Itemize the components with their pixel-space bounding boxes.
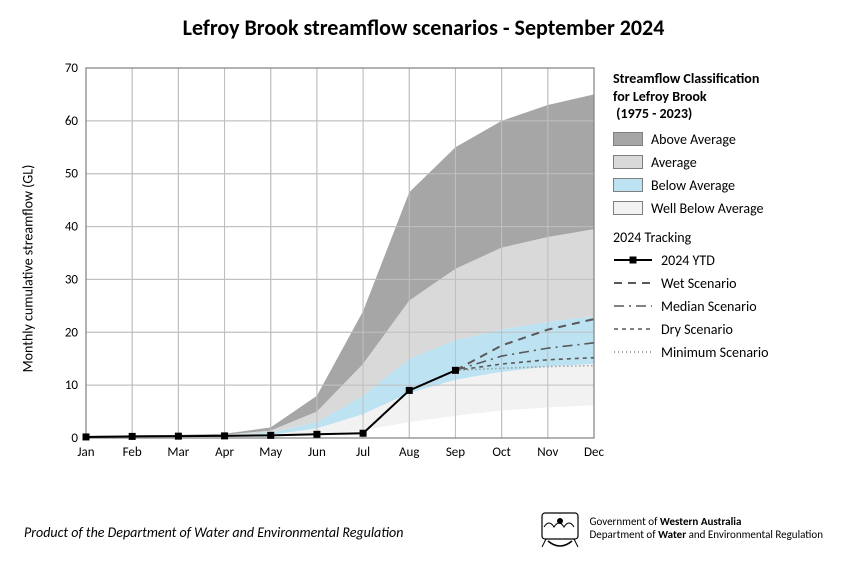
legend-label: 2024 YTD [661, 252, 715, 269]
svg-text:Jul: Jul [356, 445, 370, 460]
svg-text:Sep: Sep [446, 445, 465, 460]
svg-text:Nov: Nov [537, 445, 558, 460]
svg-text:10: 10 [65, 378, 79, 393]
legend-title-line2: for Lefroy Brook [613, 88, 707, 105]
legend-tracking-ytd_2024: 2024 YTD [613, 252, 823, 269]
legend-band-list: Above Average Average Below Average Well Be… [613, 131, 823, 217]
legend-label: Median Scenario [661, 298, 757, 315]
svg-text:70: 70 [65, 61, 79, 76]
legend-item-average: Average [613, 154, 823, 171]
legend-label: Below Average [651, 177, 735, 194]
svg-text:Mar: Mar [167, 445, 189, 460]
government-line2: Department of Water and Environmental Re… [590, 529, 823, 542]
svg-text:Apr: Apr [215, 445, 234, 460]
government-brand: Government of Western Australia Departme… [538, 507, 823, 551]
legend-label: Wet Scenario [661, 275, 737, 292]
legend-line-sample [613, 276, 653, 290]
legend-tracking-wet: Wet Scenario [613, 275, 823, 292]
legend-label: Well Below Average [651, 200, 764, 217]
legend-tracking-median: Median Scenario [613, 298, 823, 315]
chart-container: Monthly cumulative streamflow (GL) 01020… [24, 58, 604, 478]
legend-tracking-title: 2024 Tracking [613, 229, 823, 246]
legend-label: Minimum Scenario [661, 344, 769, 361]
legend: Streamflow Classification for Lefroy Bro… [613, 70, 823, 367]
svg-text:50: 50 [65, 167, 79, 182]
legend-item-well_below_average: Well Below Average [613, 200, 823, 217]
page-root: Lefroy Brook streamflow scenarios - Sept… [0, 0, 847, 569]
legend-tracking-minimum: Minimum Scenario [613, 344, 823, 361]
legend-line-sample [613, 322, 653, 336]
svg-text:Feb: Feb [123, 445, 142, 460]
svg-text:Dec: Dec [584, 445, 604, 460]
legend-line-sample [613, 253, 653, 267]
svg-text:40: 40 [65, 220, 79, 235]
legend-line-sample [613, 345, 653, 359]
legend-label: Dry Scenario [661, 321, 733, 338]
legend-swatch [613, 155, 643, 169]
legend-label: Above Average [651, 131, 736, 148]
legend-title-line1: Streamflow Classification [613, 70, 759, 87]
legend-label: Average [651, 154, 697, 171]
svg-text:Oct: Oct [492, 445, 511, 460]
legend-title-line3: (1975 - 2023) [613, 105, 692, 122]
streamflow-chart: 0 10 20 30 40 50 60 70 Jan Feb Mar Apr May Jun Jul Aug S… [24, 58, 604, 478]
government-text: Government of Western Australia Departme… [590, 516, 823, 541]
legend-tracking-dry: Dry Scenario [613, 321, 823, 338]
legend-tracking-list: 2024 YTD Wet Scenario Median Scenario Dry S… [613, 252, 823, 361]
svg-text:Jun: Jun [308, 445, 326, 460]
svg-text:20: 20 [65, 325, 79, 340]
svg-text:30: 30 [65, 272, 79, 287]
svg-text:60: 60 [65, 114, 79, 129]
legend-line-sample [613, 299, 653, 313]
wa-crest-icon [538, 507, 582, 551]
legend-title: Streamflow Classification for Lefroy Bro… [613, 70, 823, 123]
legend-swatch [613, 201, 643, 215]
legend-swatch [613, 178, 643, 192]
footer-attribution: Product of the Department of Water and E… [24, 524, 403, 541]
legend-item-below_average: Below Average [613, 177, 823, 194]
legend-swatch [613, 132, 643, 146]
legend-item-above_average: Above Average [613, 131, 823, 148]
svg-text:0: 0 [71, 431, 78, 446]
chart-title: Lefroy Brook streamflow scenarios - Sept… [0, 14, 847, 41]
svg-text:Aug: Aug [399, 445, 419, 460]
svg-text:Jan: Jan [77, 445, 94, 460]
svg-text:May: May [259, 445, 282, 460]
